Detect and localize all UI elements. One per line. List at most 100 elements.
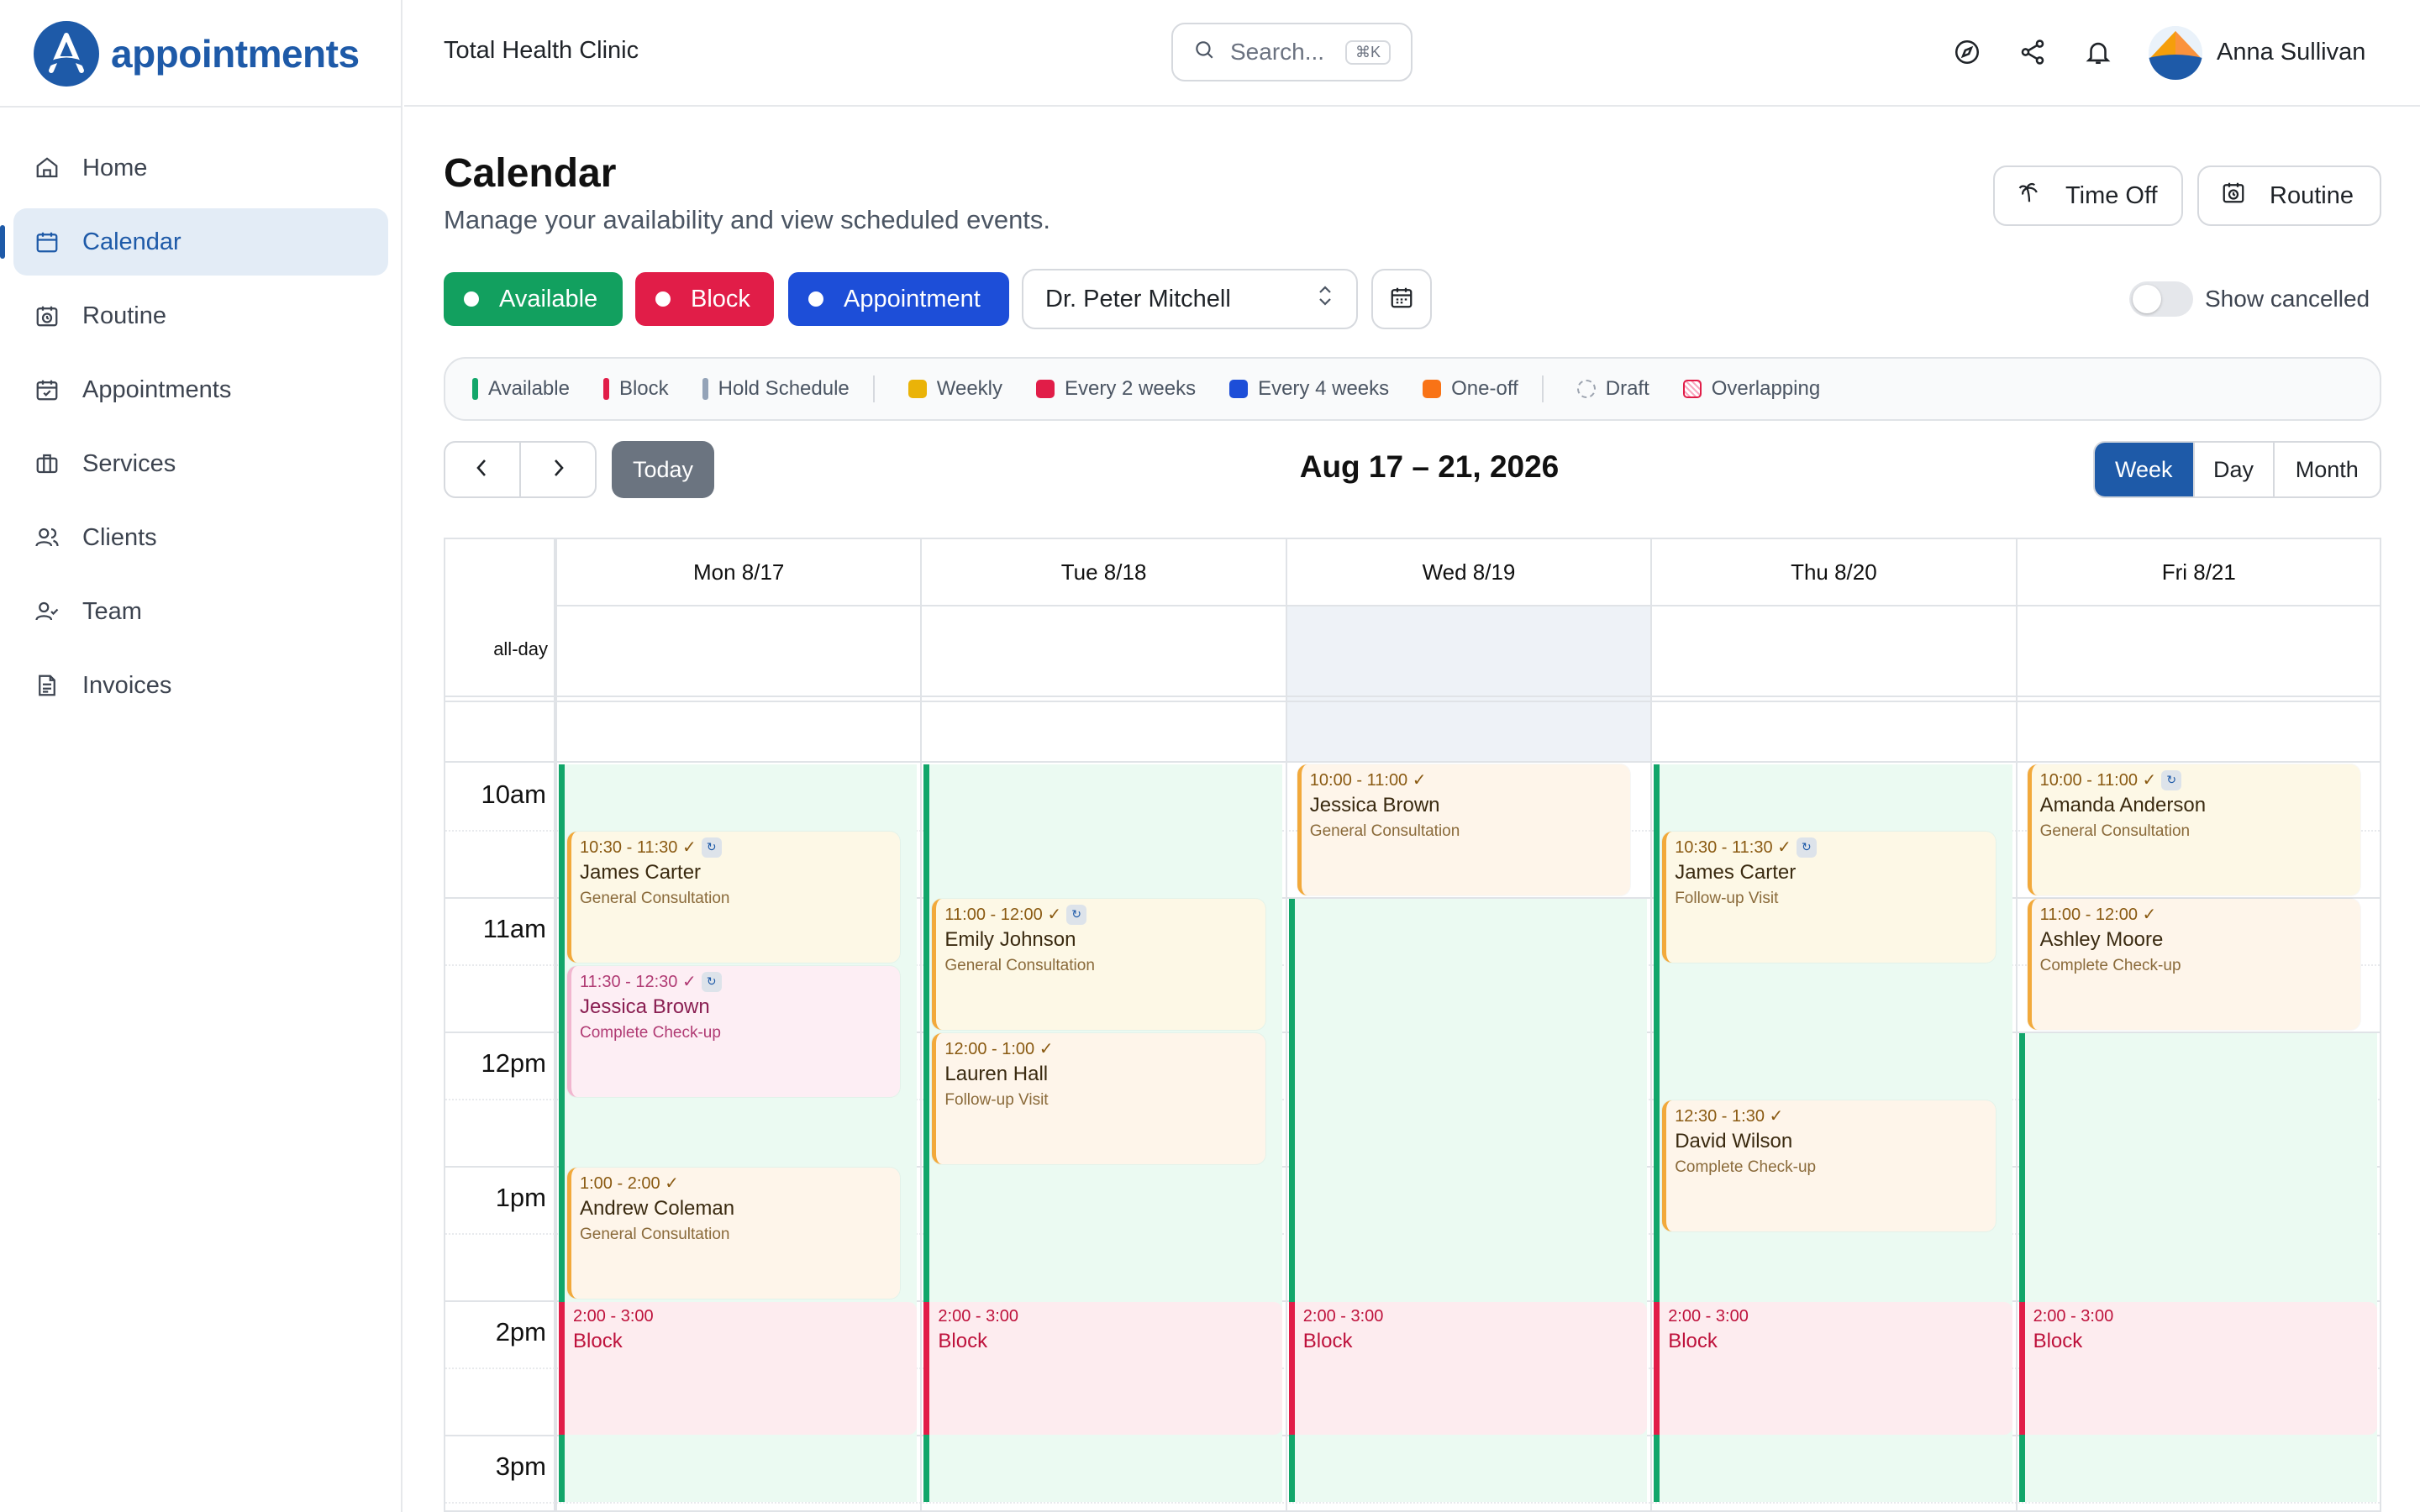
day-header[interactable]: Fri 8/21 [2015,539,2380,606]
appointment-card[interactable]: 1:00 - 2:00 ✓ Andrew Coleman General Consu… [567,1168,901,1299]
appointment-client: Jessica Brown [580,995,710,1018]
time-label: 2pm [495,1317,546,1347]
clinic-name: Total Health Clinic [444,37,639,64]
app-name: appointments [111,32,360,76]
routine-icon [2221,180,2246,212]
appointment-service: Complete Check-up [580,1024,721,1042]
block-event[interactable]: 2:00 - 3:00 Block [2018,1302,2377,1435]
view-day-button[interactable]: Day [2192,443,2273,496]
provider-value: Dr. Peter Mitchell [1045,285,1231,312]
compass-icon[interactable] [1950,35,1984,69]
legend-item-every-4-weeks: Every 4 weeks [1229,377,1389,401]
calendar-icon [34,228,60,255]
time-off-label: Time Off [2065,181,2158,209]
sidebar-item-appointments[interactable]: Appointments [13,356,388,423]
day-column-line [2015,539,2018,1510]
app-logo[interactable]: appointments [34,20,360,87]
chevron-left-icon [473,457,492,483]
sidebar-item-calendar[interactable]: Calendar [0,208,388,276]
legend-item-draft: Draft [1576,377,1649,401]
next-week-button[interactable] [521,443,595,496]
day-column-line [920,539,923,1510]
day-header[interactable]: Mon 8/17 [555,539,921,606]
appointment-time-row: 11:00 - 12:00 ✓ ↻ [944,904,1265,925]
appointment-time: 10:00 - 11:00 ✓ [2039,771,2157,790]
legend-swatch [602,378,609,400]
block-event[interactable]: 2:00 - 3:00 Block [559,1302,918,1435]
block-event[interactable]: 2:00 - 3:00 Block [1654,1302,2012,1435]
sidebar-item-invoices[interactable]: Invoices [13,652,388,719]
date-range: Aug 17 – 21, 2026 [1299,449,1560,484]
appointment-card[interactable]: 12:00 - 1:00 ✓ Lauren Hall Follow-up Visit [932,1033,1265,1164]
sidebar-item-services[interactable]: Services [13,430,388,497]
view-month-button[interactable]: Month [2272,443,2381,496]
legend-item-block: Block [602,377,669,401]
appointment-card[interactable]: 11:30 - 12:30 ✓ ↻ Jessica Brown Complete Ch… [567,966,901,1097]
search-input[interactable]: Search... ⌘K [1171,23,1413,81]
dot-icon [464,291,479,307]
legend-label: Draft [1605,377,1649,400]
recurring-icon: ↻ [2161,769,2182,790]
legend-swatch [1576,380,1596,398]
filter-available[interactable]: Available [444,272,623,326]
avatar[interactable] [2149,26,2202,80]
palm-tree-icon [2017,180,2042,212]
appointment-card[interactable]: 12:30 - 1:30 ✓ David Wilson Complete Check… [1662,1100,1996,1231]
sidebar-item-label: Appointments [82,375,232,403]
appointment-card[interactable]: 11:00 - 12:00 ✓ ↻ Emily Johnson General Con… [932,899,1265,1030]
block-event[interactable]: 2:00 - 3:00 Block [1288,1302,1648,1435]
home-icon [34,155,60,181]
day-header[interactable]: Thu 8/20 [1650,539,2016,606]
block-time: 2:00 - 3:00 [573,1307,654,1326]
routine-icon [34,302,60,329]
filter-appointment[interactable]: Appointment [788,272,1009,326]
allday-label: all-day [493,638,548,659]
routine-button[interactable]: Routine [2197,165,2381,226]
sidebar-item-routine[interactable]: Routine [13,282,388,349]
top-bar: Total Health Clinic Search... ⌘K Anna Su… [404,0,2420,107]
legend-label: Weekly [936,377,1003,400]
appointment-card[interactable]: 10:00 - 11:00 ✓ ↻ Amanda Anderson General C… [2027,764,2360,895]
date-picker-button[interactable] [1371,269,1432,329]
time-label: 12pm [481,1048,546,1078]
appointment-service: General Consultation [944,957,1095,974]
block-event[interactable]: 2:00 - 3:00 Block [923,1302,1282,1435]
time-off-button[interactable]: Time Off [1993,165,2183,226]
current-day-highlight [1285,606,1651,763]
show-cancelled-toggle[interactable] [2129,281,2193,317]
briefcase-icon [34,450,60,477]
legend-label: Block [618,377,669,400]
sidebar-item-clients[interactable]: Clients [13,504,388,571]
appointment-card[interactable]: 10:00 - 11:00 ✓ Jessica Brown General Cons… [1297,764,1631,895]
appointment-card[interactable]: 11:00 - 12:00 ✓ Ashley Moore Complete Chec… [2027,899,2360,1030]
appointment-time-row: 11:30 - 12:30 ✓ ↻ [580,971,900,992]
provider-select[interactable]: Dr. Peter Mitchell [1022,269,1358,329]
day-header[interactable]: Tue 8/18 [920,539,1286,606]
week-navigation [444,441,597,498]
sidebar-item-label: Team [82,597,142,625]
day-header[interactable]: Wed 8/19 [1285,539,1651,606]
appointment-time-row: 10:00 - 11:00 ✓ ↻ [2040,769,2360,790]
today-button[interactable]: Today [612,441,714,498]
time-label: 1pm [495,1183,546,1212]
sidebar-item-home[interactable]: Home [13,134,388,202]
view-week-button[interactable]: Week [2095,443,2193,496]
calendar-check-icon [34,376,60,403]
bell-icon[interactable] [2081,35,2115,69]
chevron-right-icon [549,457,567,483]
prev-week-button[interactable] [445,443,521,496]
appointment-card[interactable]: 10:30 - 11:30 ✓ ↻ James Carter Follow-up Vi… [1662,832,1996,963]
appointment-card[interactable]: 10:30 - 11:30 ✓ ↻ James Carter General Cons… [567,832,901,963]
share-icon[interactable] [2016,35,2049,69]
filter-block[interactable]: Block [635,272,774,326]
appointment-time: 1:00 - 2:00 ✓ [580,1174,679,1193]
appointment-time-row: 11:00 - 12:00 ✓ [2040,904,2360,925]
routine-label: Routine [2270,181,2354,209]
block-time: 2:00 - 3:00 [2033,1307,2114,1326]
search-shortcut: ⌘K [1344,39,1391,65]
legend-item-available: Available [472,377,570,401]
block-time: 2:00 - 3:00 [1668,1307,1749,1326]
filter-label: Block [691,285,750,312]
user-name[interactable]: Anna Sullivan [2217,39,2366,66]
sidebar-item-team[interactable]: Team [13,578,388,645]
